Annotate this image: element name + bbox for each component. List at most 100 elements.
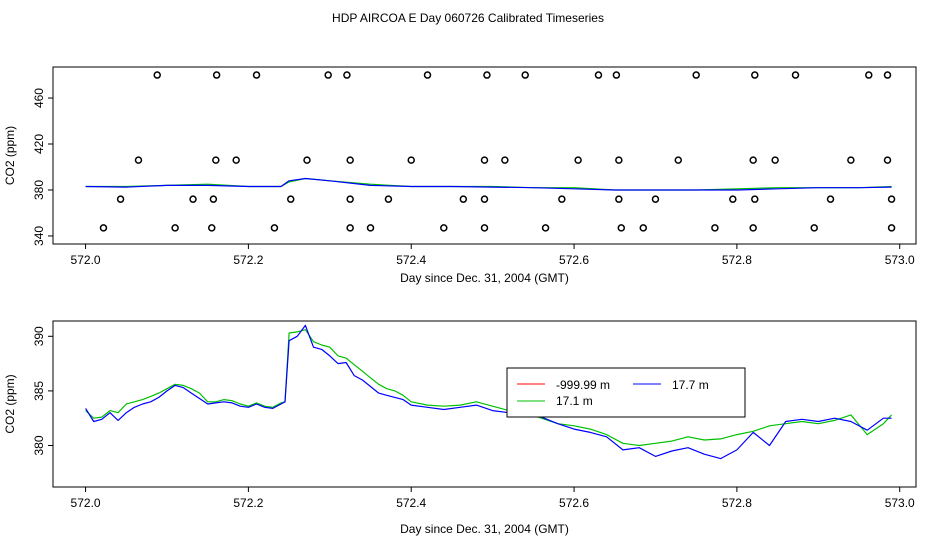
calibration-point bbox=[270, 224, 279, 232]
calibration-point bbox=[366, 224, 375, 232]
x-axis-label: Day since Dec. 31, 2004 (GMT) bbox=[400, 522, 569, 536]
calibration-point bbox=[153, 71, 161, 79]
calibration-point bbox=[346, 195, 354, 203]
calibration-point bbox=[99, 224, 108, 232]
x-tick-label: 573.0 bbox=[885, 253, 915, 267]
calibration-point bbox=[887, 195, 896, 203]
calibration-point bbox=[252, 71, 261, 79]
series-line-17-7-m bbox=[85, 324, 892, 460]
calibration-point bbox=[384, 195, 393, 203]
calibration-point bbox=[692, 71, 700, 79]
calibration-point bbox=[521, 71, 529, 79]
calibration-point bbox=[574, 156, 582, 164]
calibration-point bbox=[751, 71, 759, 79]
calibration-point bbox=[346, 156, 354, 164]
legend-label: -999.99 m bbox=[556, 378, 610, 392]
calibration-point bbox=[771, 156, 779, 164]
x-tick-label: 572.2 bbox=[233, 496, 263, 510]
x-tick-label: 572.4 bbox=[396, 253, 426, 267]
calibration-point bbox=[826, 195, 835, 203]
calibration-point bbox=[440, 224, 448, 232]
calibration-point bbox=[847, 156, 855, 164]
y-tick-label: 380 bbox=[32, 180, 46, 200]
calibration-point bbox=[134, 156, 143, 164]
y-tick-label: 380 bbox=[32, 435, 46, 455]
legend-label: 17.7 m bbox=[672, 378, 709, 392]
calibration-point bbox=[116, 195, 125, 203]
calibration-point bbox=[501, 156, 509, 164]
x-tick-label: 572.2 bbox=[233, 253, 263, 267]
x-tick-label: 572.6 bbox=[559, 253, 589, 267]
legend-box bbox=[506, 367, 746, 418]
series-line-17-1-m bbox=[85, 329, 893, 447]
legend: -999.99 m 17.1 m 17.7 m bbox=[506, 367, 746, 418]
x-tick-label: 572.0 bbox=[71, 253, 101, 267]
y-tick-label: 340 bbox=[32, 226, 46, 246]
calibration-point bbox=[594, 71, 603, 79]
calibration-point bbox=[729, 195, 737, 203]
calibration-point bbox=[480, 156, 489, 164]
x-tick-label: 572.0 bbox=[71, 496, 101, 510]
calibration-point bbox=[232, 156, 240, 164]
calibration-point bbox=[883, 156, 892, 164]
plot-marks bbox=[85, 71, 896, 232]
timeseries-panel: 572.0 572.2 572.4 572.6 572.8 573.0380385390 … bbox=[3, 320, 917, 536]
axes: 572.0 572.2 572.4 572.6 572.8 573.0 340 380 420 4… bbox=[32, 88, 915, 267]
x-tick-label: 572.4 bbox=[396, 496, 426, 510]
calibration-point bbox=[711, 224, 719, 232]
legend-label: 17.1 m bbox=[556, 394, 593, 408]
calibration-point bbox=[865, 71, 873, 79]
x-tick-label: 572.6 bbox=[559, 496, 589, 510]
calibration-point bbox=[286, 195, 295, 203]
calibration-point bbox=[617, 224, 626, 232]
y-axis-label: CO2 (ppm) bbox=[3, 374, 17, 433]
calibration-point bbox=[303, 156, 311, 164]
x-tick-label: 572.8 bbox=[722, 253, 752, 267]
calibration-point bbox=[615, 195, 623, 203]
calibration-point bbox=[674, 156, 683, 164]
calibration-point bbox=[459, 195, 468, 203]
calibration-point bbox=[343, 71, 351, 79]
calibration-point bbox=[423, 71, 432, 79]
calibration-point bbox=[209, 195, 218, 203]
calibration-point bbox=[208, 224, 216, 232]
calibration-point bbox=[615, 156, 623, 164]
y-tick-label: 420 bbox=[32, 134, 46, 154]
calibration-point bbox=[480, 195, 489, 203]
calibration-point bbox=[883, 71, 892, 79]
y-tick-label: 460 bbox=[32, 88, 46, 108]
calibration-panel: 572.0 572.2 572.4 572.6 572.8 573.0 340 380 420 4… bbox=[3, 66, 917, 285]
calibration-point bbox=[171, 224, 179, 232]
calibration-point bbox=[324, 71, 332, 79]
calibration-point bbox=[749, 224, 757, 232]
x-axis-label: Day since Dec. 31, 2004 (GMT) bbox=[400, 271, 569, 285]
x-tick-label: 573.0 bbox=[885, 496, 915, 510]
plot-marks bbox=[85, 324, 893, 460]
calibration-point bbox=[651, 195, 660, 203]
series-line-17-7-m bbox=[85, 177, 892, 191]
calibration-point bbox=[749, 156, 757, 164]
calibration-point bbox=[558, 195, 566, 203]
calibration-point bbox=[346, 224, 354, 232]
calibration-point bbox=[407, 156, 415, 164]
calibration-point bbox=[212, 71, 221, 79]
calibration-point bbox=[887, 224, 896, 232]
calibration-point bbox=[810, 224, 818, 232]
calibration-point bbox=[212, 156, 220, 164]
y-tick-label: 390 bbox=[32, 326, 46, 346]
x-tick-label: 572.8 bbox=[722, 496, 752, 510]
calibration-point bbox=[189, 195, 197, 203]
y-axis-label: CO2 (ppm) bbox=[3, 126, 17, 185]
axes: 572.0 572.2 572.4 572.6 572.8 573.0 380 385 390 bbox=[32, 326, 915, 510]
calibration-point bbox=[612, 71, 621, 79]
y-tick-label: 385 bbox=[32, 381, 46, 401]
calibration-point bbox=[639, 224, 648, 232]
calibration-point bbox=[541, 224, 550, 232]
calibration-point bbox=[483, 71, 491, 79]
plot-frame bbox=[52, 66, 917, 245]
calibration-point bbox=[791, 71, 800, 79]
figure-title: HDP AIRCOA E Day 060726 Calibrated Times… bbox=[332, 11, 604, 25]
series-line-17-1-m bbox=[85, 177, 892, 191]
calibration-point bbox=[751, 195, 759, 203]
